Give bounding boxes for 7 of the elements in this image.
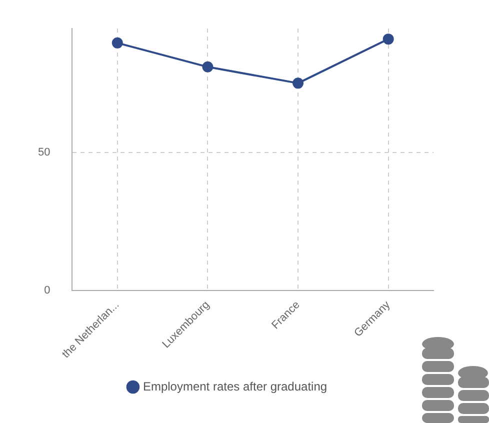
point: [112, 37, 123, 48]
point: [202, 61, 214, 72]
point: [382, 34, 394, 45]
legend-label: Employment rates after graduating: [142, 379, 328, 394]
point: [292, 78, 304, 89]
y-tick-label: 50: [38, 146, 50, 159]
y-tick-label: 0: [44, 284, 50, 297]
